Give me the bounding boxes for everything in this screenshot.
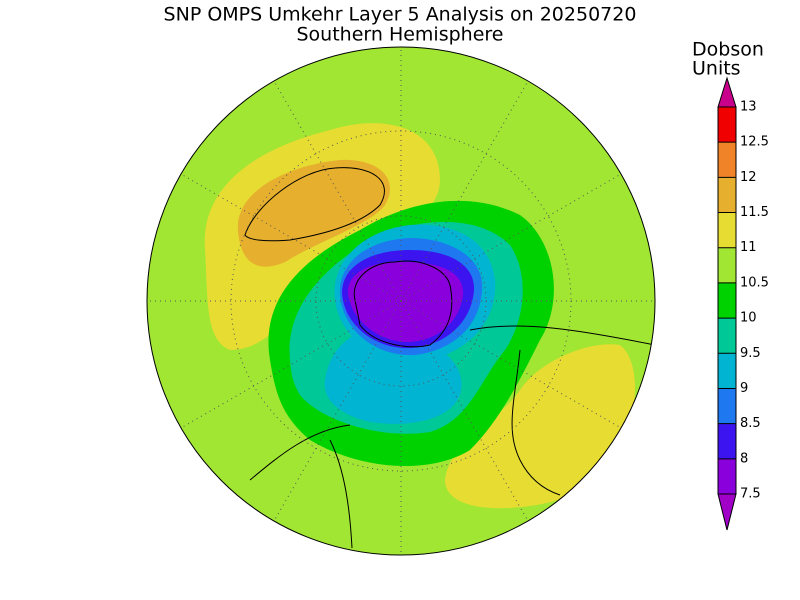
coastline (249, 424, 353, 549)
colorbar-tick-label: 13 (740, 100, 757, 115)
colorbar-tick-label: 7.5 (740, 487, 761, 502)
colorbar-tick-label: 9.5 (740, 346, 761, 361)
colorbar-segment (718, 388, 736, 424)
colorbar-label: Dobson (692, 39, 764, 61)
coastline (353, 260, 453, 348)
colorbar-segment (718, 177, 736, 213)
colorbar-tick-label: 10 (740, 311, 757, 326)
colorbar-tick-label: 12 (740, 170, 757, 185)
colorbar-label: Units (692, 58, 741, 80)
coastline (244, 167, 385, 242)
colorbar-segment (718, 282, 736, 319)
colorbar-segment (718, 423, 736, 459)
colorbar-tick-label: 9 (740, 381, 748, 396)
colorbar-tick-label: 11.5 (740, 205, 769, 220)
graticule (147, 47, 655, 555)
map-region (348, 261, 464, 343)
colorbar-tick-label: 12.5 (740, 135, 769, 150)
colorbar-segment (718, 142, 736, 178)
map-border (146, 46, 656, 556)
colorbar-tick-label: 11 (740, 240, 757, 255)
colorbar: 7.5 8 8.5 9 9.5 10 10.5 11 11.5 12 12.5 13 (717, 76, 769, 531)
title: SNP OMPS Umkehr Layer 5 Analysis on 2025… (164, 4, 637, 26)
colorbar-tick-label: 10.5 (740, 275, 769, 290)
colorbar-tick-label: 8 (740, 451, 748, 466)
coastline (469, 325, 655, 496)
map-region (445, 344, 635, 509)
colorbar-segment (718, 212, 736, 248)
subtitle: Southern Hemisphere (296, 24, 503, 46)
colorbar-segment (718, 458, 736, 494)
colorbar-tick-label: 8.5 (740, 416, 761, 431)
map-region (237, 159, 390, 267)
ozone-map (147, 47, 655, 555)
colorbar-segment (718, 318, 736, 354)
colorbar-segment (718, 107, 736, 143)
colorbar-segment (718, 247, 736, 283)
colorbar-segment (718, 353, 736, 389)
